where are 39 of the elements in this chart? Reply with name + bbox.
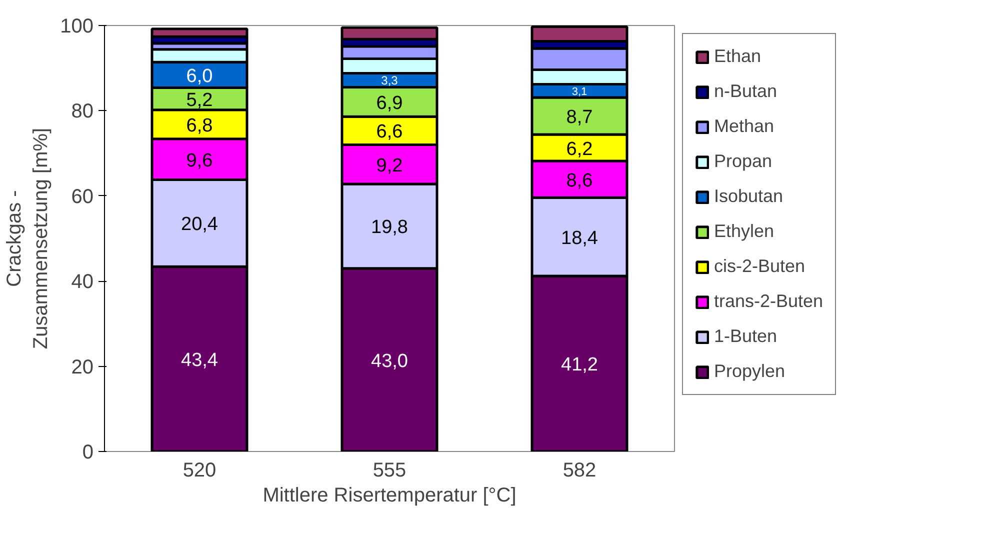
- legend-label: 1-Buten: [714, 326, 778, 347]
- legend-label: trans-2-Buten: [714, 291, 824, 312]
- y-tick-label: 100: [60, 16, 94, 38]
- data-label: 20,4: [181, 214, 218, 236]
- data-label: 6,8: [186, 115, 213, 136]
- data-label: 9,6: [186, 150, 213, 172]
- data-label: 6,6: [376, 122, 403, 143]
- data-label: 43,0: [371, 350, 408, 372]
- x-tick-label: 582: [562, 460, 596, 482]
- data-label: 19,8: [371, 217, 408, 238]
- legend-label: n-Butan: [714, 81, 778, 102]
- legend-label: Ethylen: [714, 221, 774, 242]
- data-label: 3,1: [572, 86, 588, 98]
- data-label: 6,2: [566, 138, 593, 160]
- data-label: 3,3: [381, 74, 398, 88]
- data-label: 8,7: [566, 107, 593, 128]
- y-tick-label: 0: [82, 442, 94, 464]
- y-tick-label: 20: [71, 356, 94, 378]
- legend-label: Methan: [714, 116, 774, 137]
- data-label: 41,2: [561, 354, 598, 376]
- data-label: 8,6: [566, 170, 593, 192]
- data-label: 18,4: [561, 228, 598, 249]
- legend-label: Ethan: [714, 46, 762, 67]
- data-label: 6,0: [186, 66, 213, 87]
- y-tick-label: 40: [71, 271, 94, 294]
- y-axis-title: Crackgas - Zusammensetzung [m%]: [4, 128, 52, 350]
- x-tick-label: 555: [372, 460, 406, 482]
- legend-label: Propan: [714, 151, 772, 172]
- legend-label: cis-2-Buten: [714, 256, 806, 277]
- legend-label: Propylen: [714, 361, 786, 382]
- data-label: 6,9: [376, 92, 403, 114]
- data-label: 5,2: [186, 90, 213, 111]
- y-tick-label: 60: [71, 186, 94, 208]
- x-axis-title: Mittlere Risertemperatur [°C]: [262, 484, 516, 506]
- legend-label: Isobutan: [714, 186, 784, 207]
- y-tick-label: 80: [71, 100, 94, 123]
- x-tick-label: 520: [182, 460, 216, 482]
- data-label: 9,2: [376, 155, 403, 176]
- data-label: 43,4: [181, 350, 218, 372]
